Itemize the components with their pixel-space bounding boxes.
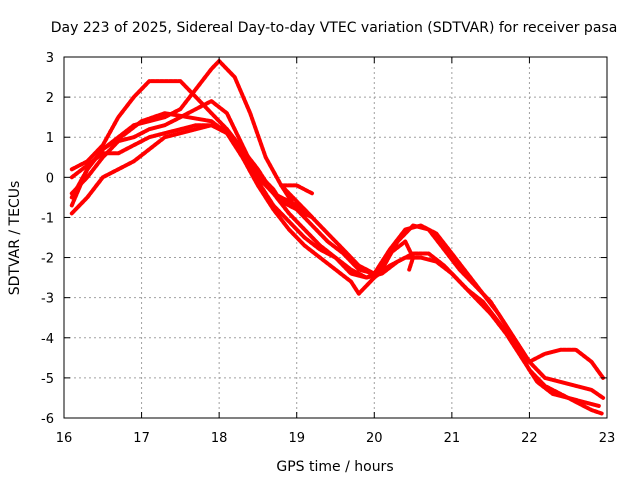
y-axis-label: SDTVAR / TECUs	[7, 181, 23, 296]
x-tick-label: 17	[133, 431, 150, 446]
grid	[64, 57, 607, 418]
y-tick-label: -6	[41, 412, 54, 427]
x-tick-label: 16	[56, 431, 73, 446]
axis-ticks	[63, 56, 608, 419]
series-day-2	[69, 79, 606, 380]
y-tick-label: 2	[46, 91, 54, 106]
y-tick-label: 3	[46, 51, 54, 66]
y-tick-label: -3	[41, 292, 54, 307]
y-tick-label: -4	[41, 332, 54, 347]
series-day-6	[69, 123, 606, 416]
x-tick-label: 22	[521, 431, 538, 446]
plot-frame	[63, 56, 608, 419]
x-tick-label: 21	[444, 431, 461, 446]
y-tick-label: -2	[41, 252, 54, 267]
series-group	[69, 59, 606, 416]
y-tick-label: 0	[46, 171, 54, 186]
y-tick-label: -5	[41, 372, 54, 387]
x-tick-label: 23	[599, 431, 616, 446]
y-tick-label: -1	[41, 211, 54, 226]
x-tick-label: 18	[211, 431, 228, 446]
chart-title: Day 223 of 2025, Sidereal Day-to-day VTE…	[51, 20, 618, 36]
series-day-4	[69, 99, 416, 276]
y-tick-label: 1	[46, 131, 54, 146]
x-tick-label: 19	[288, 431, 305, 446]
x-tick-labels: 16 17 18 19 20 21 22 23	[56, 431, 616, 446]
y-tick-labels: 3 2 1 0 -1 -2 -3 -4 -5 -6	[41, 51, 54, 427]
series-day-5	[69, 123, 315, 220]
x-tick-label: 20	[366, 431, 383, 446]
x-axis-label: GPS time / hours	[276, 459, 393, 475]
series-day-3	[69, 59, 606, 400]
